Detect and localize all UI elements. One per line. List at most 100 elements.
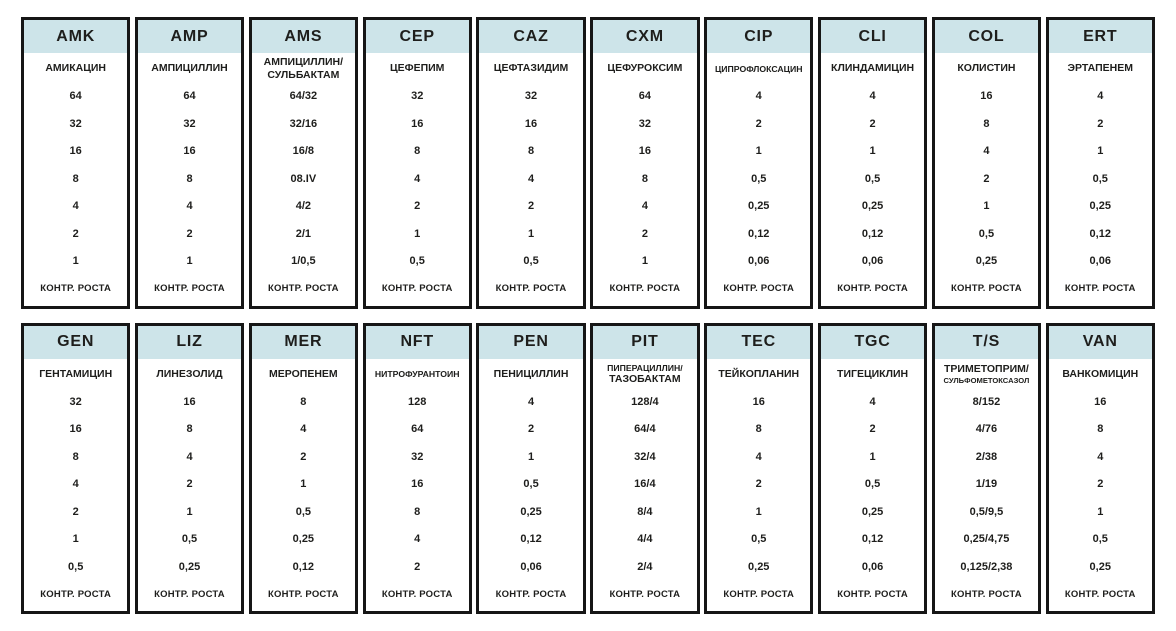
dilution-value: 64/4 bbox=[634, 423, 656, 436]
panel-body: ЦЕФТАЗИДИМ 32 16 8 4 2 1 0,5 КОНТР. РОСТА bbox=[479, 53, 582, 306]
dilution-value: 2 bbox=[186, 478, 193, 491]
panel-body: АМИКАЦИН 64 32 16 8 4 2 1 КОНТР. РОСТА bbox=[24, 53, 127, 306]
drug-name-line: ТРИМЕТОПРИМ/ bbox=[944, 363, 1029, 376]
dilution-value: 1 bbox=[72, 533, 79, 546]
dilution-value: 16 bbox=[183, 145, 196, 158]
dilution-value: 2 bbox=[755, 117, 762, 130]
panel-pen: PEN ПЕНИЦИЛЛИН 4 2 1 0,5 0,25 0,12 0,06 КОНТР. … bbox=[476, 322, 586, 614]
drug-name: МЕРОПЕНЕМ bbox=[253, 361, 354, 389]
growth-control-label: КОНТР. РОСТА bbox=[609, 588, 681, 600]
drug-name: ГЕНТАМИЦИН bbox=[25, 361, 126, 389]
drug-name-line: НИТРОФУРАНТОИН bbox=[374, 369, 460, 380]
growth-control-label: КОНТР. РОСТА bbox=[723, 283, 795, 295]
dilution-value: 4 bbox=[414, 533, 421, 546]
panel-body: НИТРОФУРАНТОИН 128 64 32 16 8 4 2 КОНТР. РОСТА bbox=[366, 359, 469, 612]
drug-name-line: ЦЕФУРОКСИМ bbox=[607, 62, 683, 75]
drug-name: НИТРОФУРАНТОИН bbox=[367, 361, 468, 389]
dilution-value: 0,12 bbox=[520, 533, 542, 546]
panel-nft: NFT НИТРОФУРАНТОИН 128 64 32 16 8 4 2 КОНТР. РО… bbox=[362, 322, 472, 614]
panel-body: ТЕЙКОПЛАНИН 16 8 4 2 1 0,5 0,25 КОНТР. РОСТА bbox=[707, 359, 810, 612]
panel-code: VAN bbox=[1048, 325, 1152, 359]
drug-name: АМПИЦИЛЛИН bbox=[139, 55, 240, 83]
drug-name-line: ВАНКОМИЦИН bbox=[1062, 367, 1139, 380]
dilution-value: 0,5 bbox=[1092, 533, 1108, 546]
dilution-value: 16/4 bbox=[634, 478, 656, 491]
dilution-value: 1 bbox=[983, 200, 990, 213]
drug-name-line: ПИПЕРАЦИЛЛИН/ bbox=[607, 362, 683, 373]
dilution-value: 0,25 bbox=[748, 200, 770, 213]
panel-code: MER bbox=[251, 325, 356, 359]
dilution-value: 16 bbox=[1094, 395, 1107, 408]
dilution-value: 0,5 bbox=[751, 533, 767, 546]
panel-gen: GEN ГЕНТАМИЦИН 32 16 8 4 2 1 0,5 КОНТР. РОСТА bbox=[21, 322, 131, 614]
dilution-value: 0,5 bbox=[523, 478, 539, 491]
panel-tgc: TGC ТИГЕЦИКЛИН 4 2 1 0,5 0,25 0,12 0,06 КОНТР. … bbox=[817, 322, 928, 614]
dilution-value: 0,5/9,5 bbox=[969, 505, 1004, 518]
dilution-value: 4/76 bbox=[975, 423, 998, 436]
dilution-value: 2/1 bbox=[295, 227, 311, 240]
panel-van: VAN ВАНКОМИЦИН 16 8 4 2 1 0,5 0,25 КОНТР. РОСТА bbox=[1045, 322, 1155, 614]
dilution-value: 16 bbox=[638, 145, 652, 158]
dilution-value: 0,5 bbox=[523, 255, 539, 268]
drug-name-line: ЦЕФТАЗИДИМ bbox=[493, 62, 569, 75]
panel-code: LIZ bbox=[137, 325, 242, 359]
dilution-value: 0,125/2,38 bbox=[960, 560, 1013, 573]
dilution-value: 32 bbox=[69, 395, 82, 408]
dilution-value: 32 bbox=[69, 117, 82, 130]
dilution-value: 2 bbox=[527, 423, 535, 436]
dilution-value: 1 bbox=[869, 450, 876, 463]
dilution-value: 1/0,5 bbox=[291, 255, 316, 268]
drug-name: ЦЕФТАЗИДИМ bbox=[480, 55, 581, 83]
dilution-value: 0,06 bbox=[861, 255, 884, 268]
drug-name-line: ЛИНЕЗОЛИД bbox=[156, 367, 223, 380]
drug-name-line: ТИГЕЦИКЛИН bbox=[837, 367, 909, 380]
dilution-value: 1 bbox=[186, 255, 193, 268]
drug-name-line: АМПИЦИЛЛИН bbox=[151, 62, 228, 75]
dilution-value: 8 bbox=[186, 423, 193, 436]
panel-body: ВАНКОМИЦИН 16 8 4 2 1 0,5 0,25 КОНТР. РОСТА bbox=[1049, 359, 1152, 612]
dilution-value: 1 bbox=[641, 255, 648, 268]
drug-name-line: ГЕНТАМИЦИН bbox=[39, 367, 113, 380]
drug-name: КОЛИСТИН bbox=[936, 55, 1037, 83]
panel-body: ПИПЕРАЦИЛЛИН/ТАЗОБАКТАМ 128/4 64/4 32/4 16/… bbox=[593, 359, 696, 612]
dilution-value: 2 bbox=[300, 450, 307, 463]
dilution-value: 4 bbox=[186, 450, 193, 463]
dilution-value: 0,06 bbox=[520, 560, 542, 573]
growth-control-label: КОНТР. РОСТА bbox=[1064, 283, 1136, 295]
drug-name-line: МЕРОПЕНЕМ bbox=[269, 367, 338, 380]
dilution-value: 4 bbox=[72, 478, 79, 491]
growth-control-label: КОНТР. РОСТА bbox=[495, 588, 567, 600]
panel-body: МЕРОПЕНЕМ 8 4 2 1 0,5 0,25 0,12 КОНТР. РОСТА bbox=[252, 359, 355, 612]
dilution-value: 8/152 bbox=[972, 395, 1001, 408]
panel-mer: MER МЕРОПЕНЕМ 8 4 2 1 0,5 0,25 0,12 КОНТР. РОСТ… bbox=[248, 322, 359, 614]
dilution-value: 64 bbox=[411, 423, 424, 436]
dilution-value: 8 bbox=[1097, 423, 1104, 436]
dilution-value: 16/8 bbox=[292, 145, 315, 158]
dilution-value: 4 bbox=[414, 172, 421, 185]
dilution-value: 4 bbox=[983, 145, 990, 158]
dilution-value: 4 bbox=[869, 395, 876, 408]
growth-control-label: КОНТР. РОСТА bbox=[1064, 588, 1136, 600]
dilution-value: 08.IV bbox=[290, 172, 317, 185]
dilution-value: 2 bbox=[869, 117, 876, 130]
panel-body: ТИГЕЦИКЛИН 4 2 1 0,5 0,25 0,12 0,06 КОНТР. РОСТ… bbox=[821, 359, 924, 612]
dilution-value: 0,5 bbox=[864, 478, 881, 491]
dilution-value: 0,5 bbox=[978, 227, 995, 240]
growth-control-label: КОНТР. РОСТА bbox=[381, 283, 453, 295]
panel-row-2: GEN ГЕНТАМИЦИН 32 16 8 4 2 1 0,5 КОНТР. РОСТА L… bbox=[21, 322, 1155, 614]
panel-body: ГЕНТАМИЦИН 32 16 8 4 2 1 0,5 КОНТР. РОСТА bbox=[24, 359, 127, 612]
dilution-value: 16 bbox=[183, 395, 196, 408]
growth-control-label: КОНТР. РОСТА bbox=[723, 588, 795, 600]
dilution-value: 8 bbox=[72, 172, 79, 185]
growth-control-label: КОНТР. РОСТА bbox=[267, 283, 339, 295]
dilution-value: 8 bbox=[983, 117, 990, 130]
dilution-value: 8 bbox=[414, 505, 421, 518]
dilution-value: 128 bbox=[408, 395, 427, 408]
dilution-value: 1 bbox=[186, 505, 193, 518]
dilution-value: 8 bbox=[72, 450, 79, 463]
dilution-value: 8 bbox=[186, 172, 193, 185]
dilution-value: 2 bbox=[186, 227, 193, 240]
growth-control-label: КОНТР. РОСТА bbox=[40, 283, 112, 295]
drug-name: КЛИНДАМИЦИН bbox=[822, 55, 923, 83]
dilution-value: 4 bbox=[641, 200, 648, 213]
